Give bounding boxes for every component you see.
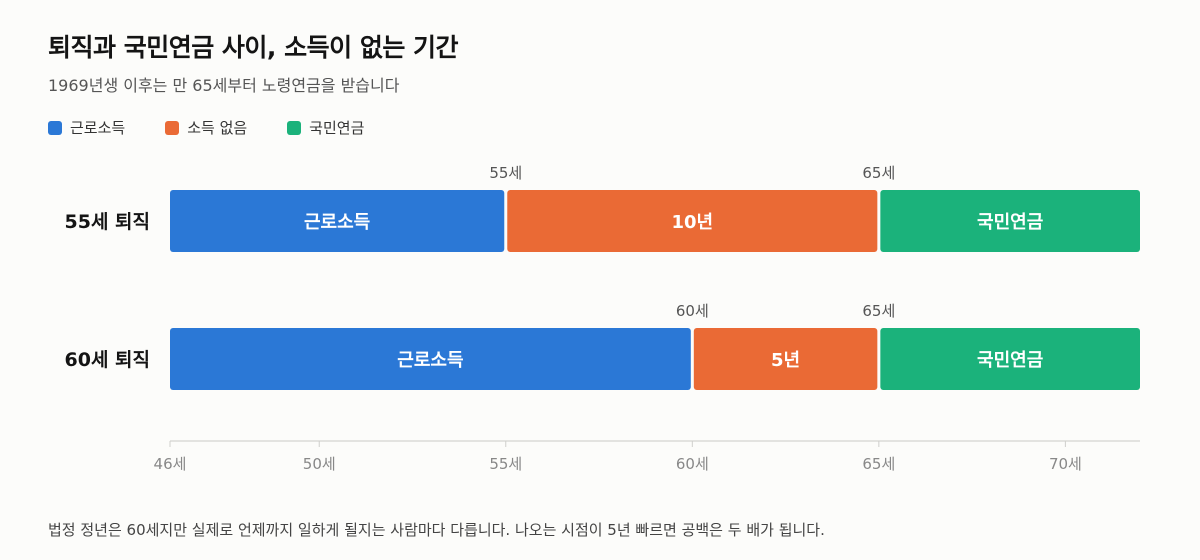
chart-title: 퇴직과 국민연금 사이, 소득이 없는 기간 xyxy=(48,33,459,62)
marker-label-65-row-55: 65세 xyxy=(862,164,895,182)
footnote: 법정 정년은 60세지만 실제로 언제까지 일하게 될지는 사람마다 다릅니다.… xyxy=(48,521,825,539)
bar-label-gap-60: 5년 xyxy=(771,350,800,371)
legend-item-work: 근로소득 xyxy=(48,117,125,138)
chart-subtitle: 1969년생 이후는 만 65세부터 노령연금을 받습니다 xyxy=(48,76,400,95)
bar-segment-gap-60 xyxy=(693,328,878,390)
bar-segment-pension-60 xyxy=(880,328,1140,390)
x-tick-label-70: 70세 xyxy=(1049,455,1082,473)
bar-label-gap-55: 10년 xyxy=(672,212,714,233)
legend-swatch-work xyxy=(48,120,62,135)
legend: 근로소득 소득 없음 국민연금 xyxy=(48,117,364,138)
bar-label-pension-55: 국민연금 xyxy=(977,212,1043,233)
legend-item-pension: 국민연금 xyxy=(287,117,364,138)
row-label-55: 55세 퇴직 xyxy=(65,211,151,233)
bar-segment-work-60 xyxy=(170,328,691,390)
x-tick-label-65: 65세 xyxy=(862,455,895,473)
bar-segment-gap-55 xyxy=(507,190,878,252)
marker-label-55-row-55: 55세 xyxy=(489,164,522,182)
legend-swatch-gap xyxy=(165,120,180,135)
x-tick-label-50: 50세 xyxy=(303,455,336,473)
legend-label-work: 근로소득 xyxy=(70,119,126,137)
legend-label-gap: 소득 없음 xyxy=(187,119,248,137)
marker-label-60-row-60: 60세 xyxy=(676,302,709,320)
bar-segment-work-55 xyxy=(170,190,505,252)
bar-label-work-60: 근로소득 xyxy=(397,350,463,371)
x-tick-label-55: 55세 xyxy=(489,455,522,473)
legend-label-pension: 국민연금 xyxy=(309,119,365,137)
row-label-60: 60세 퇴직 xyxy=(65,349,151,371)
bar-label-pension-60: 국민연금 xyxy=(977,350,1043,371)
bar-segment-pension-55 xyxy=(880,190,1140,252)
x-tick-label-46: 46세 xyxy=(154,455,187,473)
marker-label-65-row-60: 65세 xyxy=(862,302,895,320)
x-tick-label-60: 60세 xyxy=(676,455,709,473)
legend-swatch-pension xyxy=(287,120,302,135)
bar-label-work-55: 근로소득 xyxy=(304,212,370,233)
legend-item-gap: 소득 없음 xyxy=(165,117,247,138)
